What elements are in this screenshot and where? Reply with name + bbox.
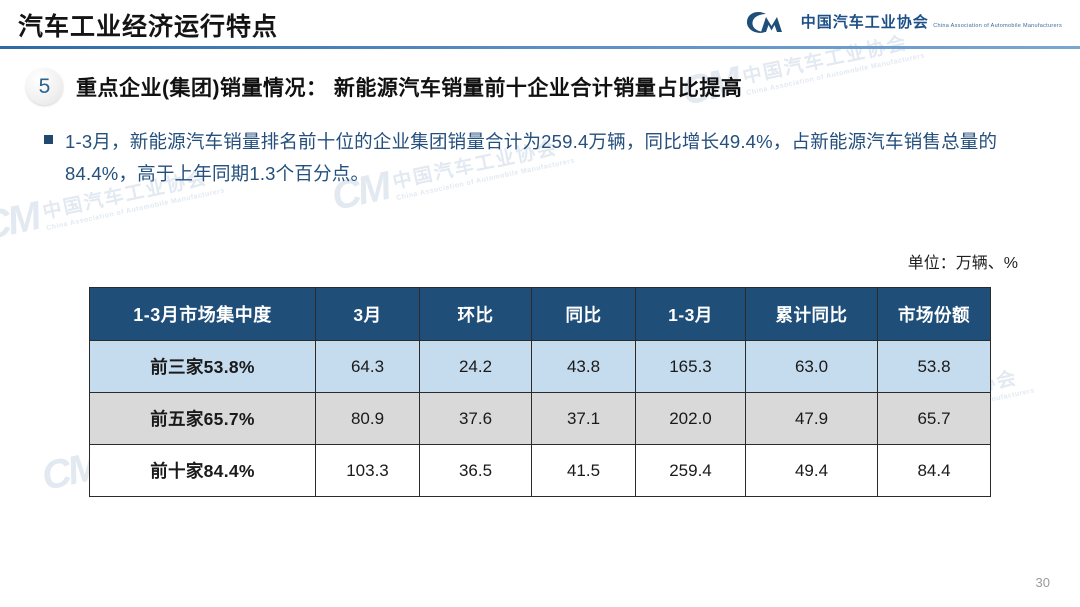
table-cell: 36.5 xyxy=(419,444,532,497)
unit-note: 单位：万辆、% xyxy=(907,255,1018,272)
section-number-badge: 5 xyxy=(26,68,63,105)
table-cell: 202.0 xyxy=(635,392,746,445)
watermark-name-en: China Association of Automobile Manufact… xyxy=(45,187,226,233)
page-number: 30 xyxy=(1035,575,1050,590)
cm-monogram-logo-icon xyxy=(744,8,792,38)
section-heading-text: 重点企业(集团)销量情况： 新能源汽车销量前十企业合计销量占比提高 xyxy=(76,76,743,100)
table-cell: 63.0 xyxy=(745,340,878,393)
watermark-name-en: China Association of Automobile Manufact… xyxy=(745,52,926,98)
table-cell: 259.4 xyxy=(635,444,746,497)
table-row-label: 前五家65.7% xyxy=(89,392,316,445)
table-cell: 84.4 xyxy=(877,444,991,497)
table-header-cell: 1-3月市场集中度 xyxy=(89,287,316,341)
brand-name-en: China Association of Automobile Manufact… xyxy=(933,23,1062,29)
brand-name-cn: 中国汽车工业协会 xyxy=(800,14,929,31)
table-cell: 37.1 xyxy=(531,392,636,445)
table-header-cell: 同比 xyxy=(531,287,636,341)
table-cell: 80.9 xyxy=(315,392,420,445)
table-row-label: 前三家53.8% xyxy=(89,340,316,393)
table-cell: 64.3 xyxy=(315,340,420,393)
brand-block: 中国汽车工业协会 China Association of Automobile… xyxy=(744,8,1062,38)
section-heading-row: 5 重点企业(集团)销量情况： 新能源汽车销量前十企业合计销量占比提高 xyxy=(26,68,742,105)
table-row: 前三家53.8% 64.3 24.2 43.8 165.3 63.0 53.8 xyxy=(89,340,991,393)
table-row: 前五家65.7% 80.9 37.6 37.1 202.0 47.9 65.7 xyxy=(89,392,991,445)
table-header-cell: 3月 xyxy=(315,287,420,341)
table-cell: 47.9 xyxy=(745,392,878,445)
brand-text: 中国汽车工业协会 China Association of Automobile… xyxy=(801,14,1062,32)
table-cell: 37.6 xyxy=(419,392,532,445)
table-row-label: 前十家84.4% xyxy=(89,444,316,497)
table-cell: 24.2 xyxy=(419,340,532,393)
table-cell: 49.4 xyxy=(745,444,878,497)
table-cell: 53.8 xyxy=(877,340,991,393)
table-header-cell: 环比 xyxy=(419,287,532,341)
table-header-row: 1-3月市场集中度 3月 环比 同比 1-3月 累计同比 市场份额 xyxy=(89,287,991,341)
table-row: 前十家84.4% 103.3 36.5 41.5 259.4 49.4 84.4 xyxy=(89,444,991,497)
watermark-monogram: CM xyxy=(0,194,43,249)
page-title: 汽车工业经济运行特点 xyxy=(18,13,279,41)
market-concentration-table: 1-3月市场集中度 3月 环比 同比 1-3月 累计同比 市场份额 前三家53.… xyxy=(89,287,991,497)
table-cell: 65.7 xyxy=(877,392,991,445)
table-cell: 165.3 xyxy=(635,340,746,393)
table-cell: 43.8 xyxy=(531,340,636,393)
header-divider xyxy=(0,46,1080,49)
slide-header: 汽车工业经济运行特点 中国汽车工业协会 China Association of… xyxy=(0,0,1080,50)
table-cell: 103.3 xyxy=(315,444,420,497)
table-header-cell: 1-3月 xyxy=(635,287,746,341)
table-header-cell: 市场份额 xyxy=(877,287,991,341)
table-header-cell: 累计同比 xyxy=(745,287,878,341)
square-bullet-icon xyxy=(44,135,53,144)
bullet-item: 1-3月，新能源汽车销量排名前十位的企业集团销量合计为259.4万辆，同比增长4… xyxy=(44,126,1044,191)
table-cell: 41.5 xyxy=(531,444,636,497)
bullet-text: 1-3月，新能源汽车销量排名前十位的企业集团销量合计为259.4万辆，同比增长4… xyxy=(65,131,998,185)
